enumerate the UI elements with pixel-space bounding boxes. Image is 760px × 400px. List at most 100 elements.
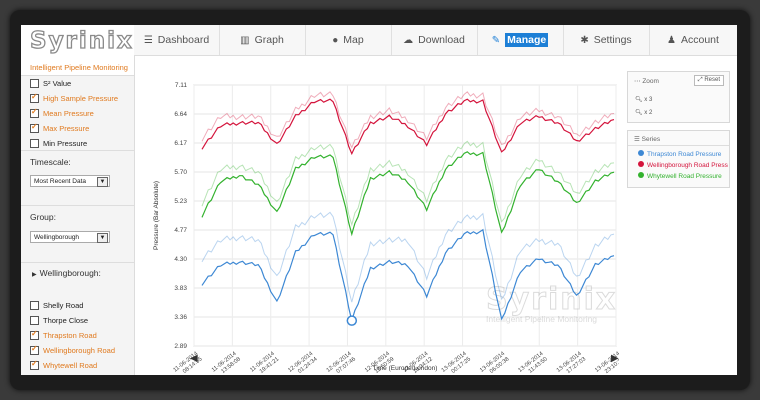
chevron-left-icon[interactable]: ◀ — [190, 353, 198, 364]
measure-max-pressure[interactable]: Max Pressure — [30, 122, 89, 134]
tab-label: Account — [681, 34, 719, 46]
measure-label: Mean Pressure — [43, 109, 94, 118]
site-shelly-road[interactable]: Shelly Road — [30, 300, 84, 311]
watermark-word: Syrinix — [486, 282, 617, 317]
tab-label: Graph — [254, 34, 284, 46]
logo-wordmark: Syrinix — [29, 27, 134, 54]
y-tick-label: 6.17 — [174, 140, 187, 147]
series-title: ☰ Series — [634, 135, 660, 143]
x-tick-label: 11-06-201419:41:21 — [249, 350, 281, 375]
logo: Syrinix Intelligent Pipeline Monitoring — [21, 25, 134, 76]
zoom-level-3[interactable]: 🔍︎ x 3 — [635, 96, 652, 103]
tab-dashboard[interactable]: ☰ Dashboard — [134, 25, 220, 55]
checkbox-checked-icon[interactable] — [30, 107, 39, 118]
plot-area[interactable] — [193, 84, 617, 347]
legend-dot — [638, 161, 644, 168]
site-thrapston-road[interactable]: Thrapston Road — [30, 329, 97, 341]
checkbox-checked-icon[interactable] — [30, 92, 39, 103]
expand-icon: ⤢ — [697, 77, 705, 83]
x-tick-label: 12-06-201401:24:34 — [287, 350, 319, 375]
legend-item[interactable]: Wellingborough Road Press — [638, 161, 728, 170]
series-line[interactable] — [201, 98, 615, 156]
x-tick-label: 11-06-201413:58:08 — [211, 350, 243, 375]
y-tick-label: 7.11 — [175, 82, 188, 89]
series-line[interactable] — [201, 228, 615, 323]
y-tick-label: 5.70 — [174, 169, 187, 176]
cloud-download-icon: ☁ — [403, 35, 414, 46]
chevron-right-icon[interactable]: ▶ — [611, 353, 619, 364]
x-tick-label: 13-06-201411:43:50 — [517, 350, 549, 375]
logo-tagline: Intelligent Pipeline Monitoring — [30, 63, 128, 72]
measure-label: Min Pressure — [43, 139, 88, 148]
series-panel: ☰ Series Thrapston Road Pressure Wellingb… — [627, 130, 730, 188]
tab-label: Dashboard — [157, 34, 210, 46]
measure-min-pressure[interactable]: Min Pressure — [30, 138, 88, 149]
checkbox-checked-icon[interactable] — [30, 344, 39, 355]
tab-account[interactable]: ♟ Account — [649, 25, 737, 55]
measure-label: High Sample Pressure — [43, 94, 119, 103]
checkbox-icon[interactable] — [30, 300, 39, 310]
tab-graph[interactable]: ▥ Graph — [219, 25, 306, 55]
y-tick-label: 4.77 — [174, 227, 187, 234]
y-tick-label: 2.89 — [174, 343, 187, 350]
site-wellingborough-road[interactable]: Wellingborough Road — [30, 344, 115, 356]
group-heading-label: Wellingborough: — [39, 268, 101, 278]
legend-item[interactable]: Whytewell Road Pressure — [638, 172, 722, 181]
checkbox-icon[interactable] — [30, 78, 39, 88]
globe-icon: ● — [332, 35, 339, 46]
tab-settings[interactable]: ✱ Settings — [563, 25, 650, 55]
measure-high-sample-pressure[interactable]: High Sample Pressure — [30, 92, 119, 104]
chevron-down-icon: ▼ — [97, 233, 108, 243]
zoom-panel: ⋯ Zoom ⤢ Reset 🔍︎ x 3 🔍︎ x 2 — [627, 71, 730, 123]
legend-item[interactable]: Thrapston Road Pressure — [638, 150, 721, 159]
hamburger-icon: ☰ — [143, 35, 153, 46]
site-label: Thorpe Close — [43, 316, 89, 325]
divider — [628, 145, 729, 146]
zoom-reset-button[interactable]: ⤢ Reset — [693, 75, 724, 86]
checkbox-checked-icon[interactable] — [30, 359, 39, 370]
legend-label: Whytewell Road Pressure — [647, 173, 722, 180]
site-thorpe-close[interactable]: Thorpe Close — [30, 315, 89, 326]
legend-dot — [638, 150, 644, 157]
checkbox-checked-icon[interactable] — [30, 329, 39, 340]
timescale-select[interactable]: Most Recent Data ▼ — [30, 175, 110, 187]
hover-point-marker[interactable] — [346, 315, 358, 326]
tab-label: Manage — [505, 33, 549, 47]
y-axis-title: Pressure (Bar Absolute) — [153, 181, 160, 250]
series-line[interactable] — [201, 151, 615, 237]
timescale-label: Timescale: — [30, 157, 71, 167]
x-tick-label: 13-06-201417:27:03 — [556, 350, 588, 375]
site-whytewell-road[interactable]: Whytewell Road — [30, 359, 97, 371]
checkbox-icon[interactable] — [30, 138, 39, 148]
y-tick-label: 3.83 — [174, 285, 187, 292]
site-label: Shelly Road — [43, 301, 84, 310]
group-heading[interactable]: ▶ Wellingborough: — [32, 268, 101, 278]
y-tick-label: 5.23 — [174, 198, 187, 205]
timescale-value: Most Recent Data — [34, 178, 87, 185]
x-tick-label: 11-06-201408:14:55 — [173, 350, 205, 375]
x-tick-label: 13-06-201406:00:38 — [479, 350, 511, 375]
x-axis-title: Time (Europe/London) — [373, 365, 438, 372]
caret-right-icon: ▶ — [32, 272, 37, 278]
tab-manage[interactable]: ✎ Manage — [477, 25, 564, 55]
zoom-title: ⋯ Zoom — [634, 77, 659, 85]
series-upper-line — [201, 140, 615, 227]
checkbox-icon[interactable] — [30, 315, 39, 325]
series-title-label: Series — [641, 136, 661, 143]
zoom-level-label: x 2 — [644, 110, 653, 116]
zoom-level-label: x 3 — [644, 97, 653, 103]
magnifier-icon: 🔍︎ — [635, 110, 645, 116]
measure-mean-pressure[interactable]: Mean Pressure — [30, 107, 94, 119]
checkbox-checked-icon[interactable] — [30, 122, 39, 133]
measure-s-value[interactable]: S² Value — [30, 78, 71, 89]
site-label: Thrapston Road — [43, 331, 97, 340]
legend-dot — [638, 172, 644, 179]
tab-download[interactable]: ☁ Download — [391, 25, 478, 55]
group-select[interactable]: Wellingborough ▼ — [30, 231, 110, 243]
series-upper-line — [201, 211, 615, 303]
y-tick-label: 6.64 — [174, 111, 187, 118]
zoom-title-label: Zoom — [642, 78, 659, 85]
zoom-level-2[interactable]: 🔍︎ x 2 — [635, 109, 652, 116]
edit-icon: ✎ — [491, 35, 501, 46]
tab-map[interactable]: ● Map — [305, 25, 392, 55]
